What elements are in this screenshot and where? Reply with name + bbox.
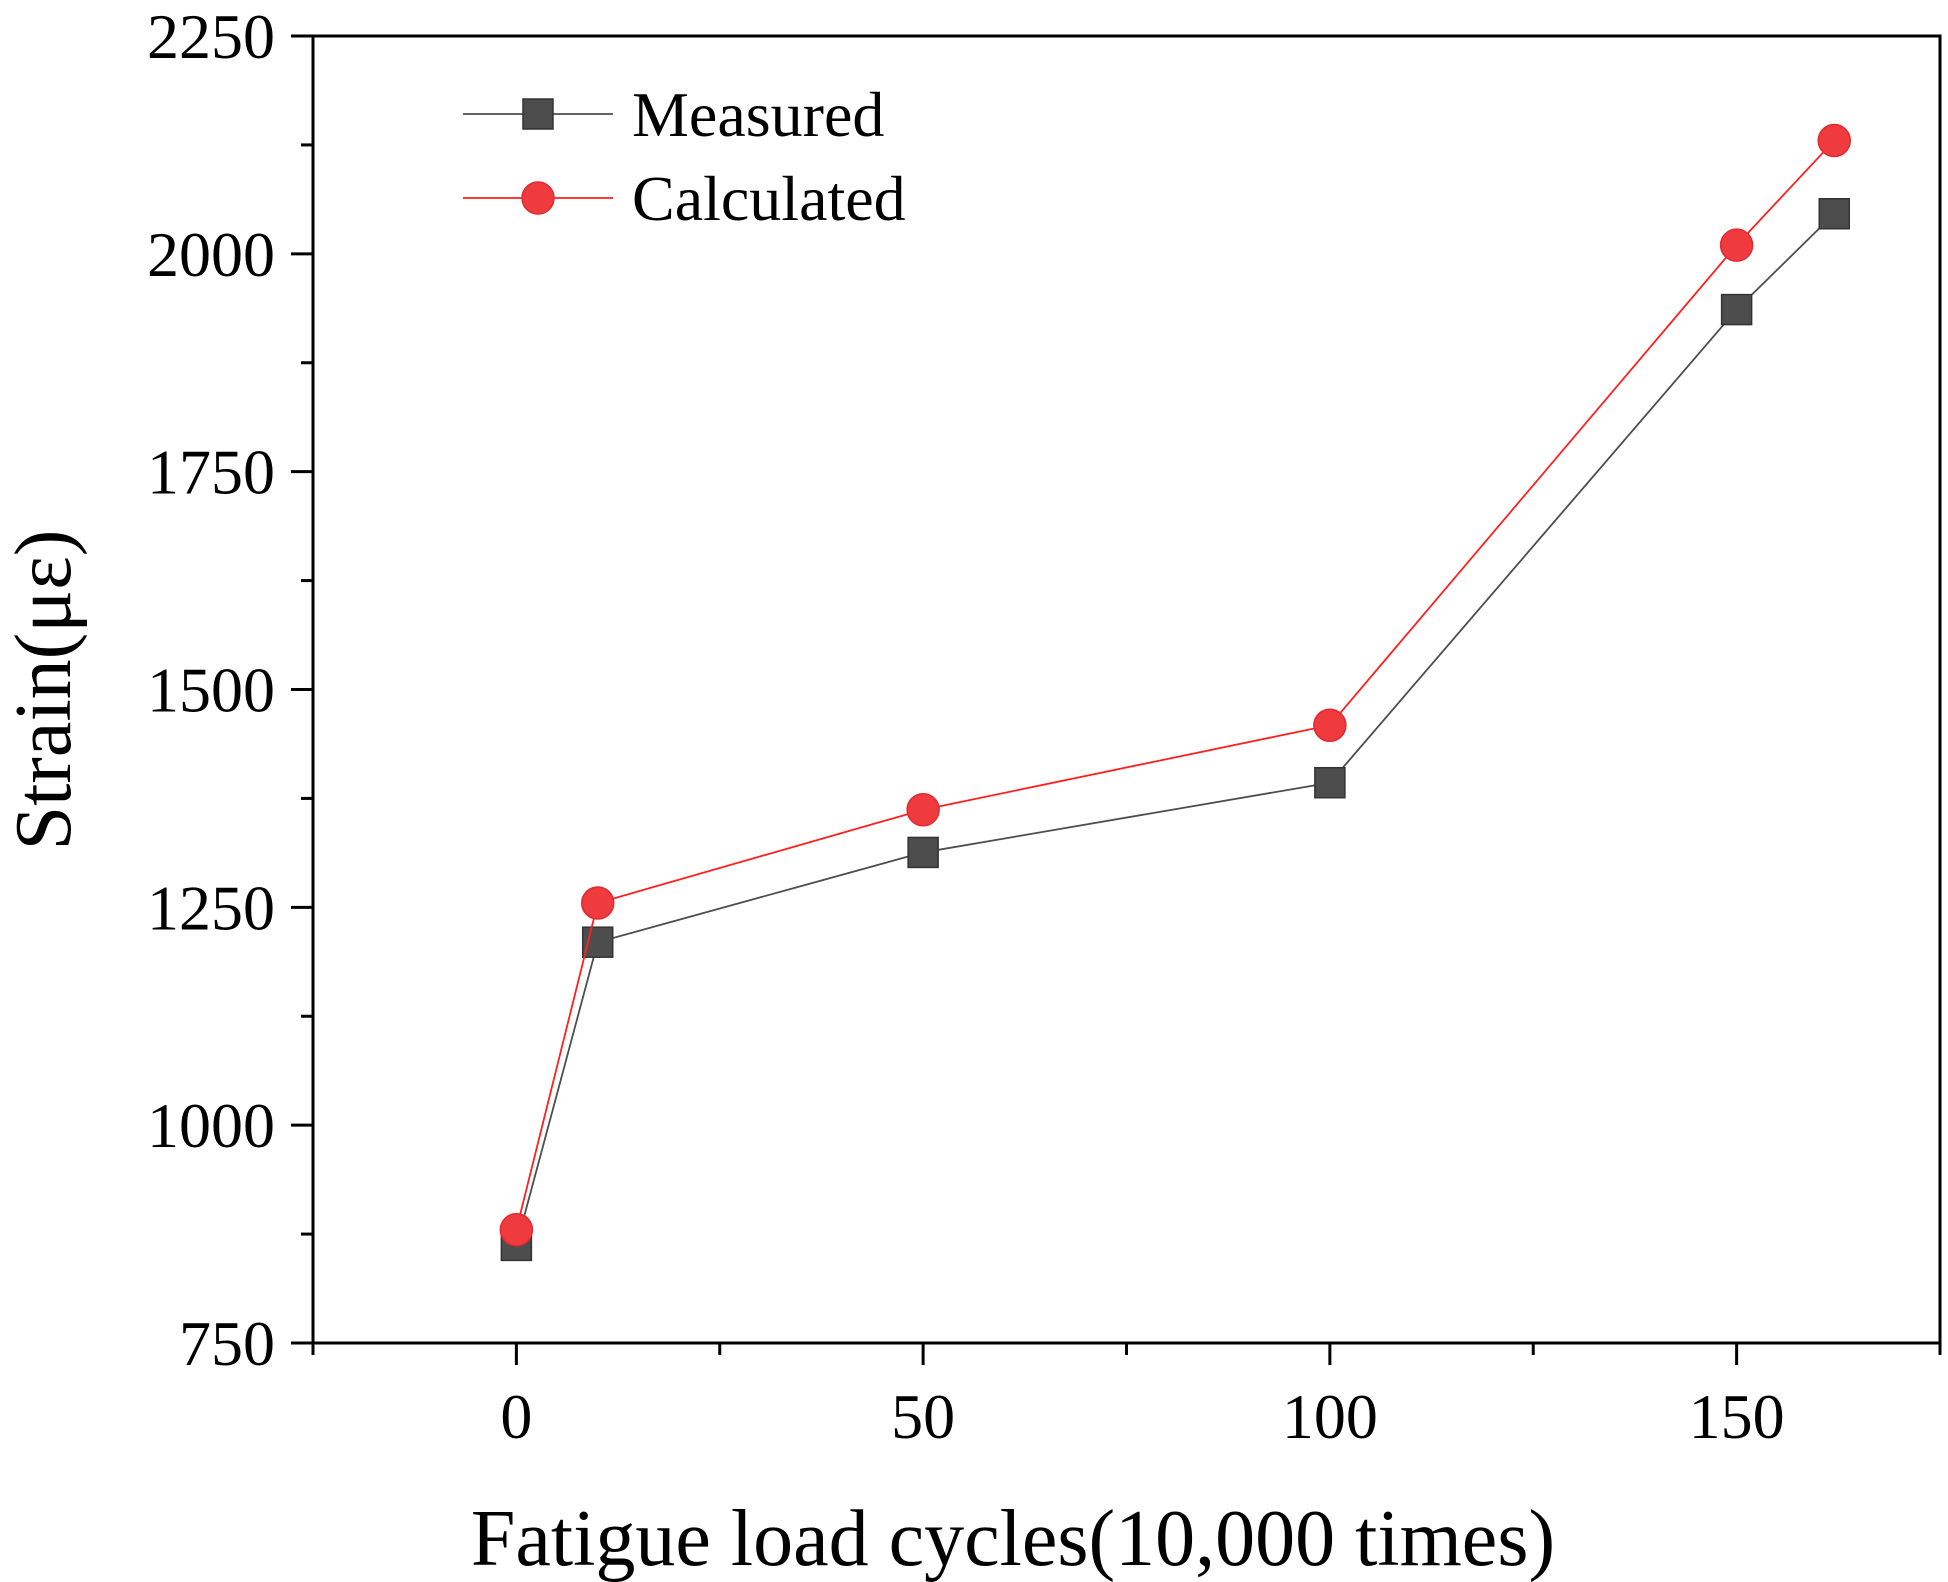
series-measured: [500, 198, 1850, 1262]
x-tick-label: 150: [1689, 1381, 1785, 1452]
y-tick-label: 750: [179, 1308, 275, 1379]
data-point-measured: [907, 836, 939, 869]
legend-item-calculated: Calculated: [463, 163, 906, 234]
series-line-measured: [515, 213, 1835, 1246]
data-point-calculated: [1719, 228, 1754, 262]
data-point-calculated: [906, 792, 940, 827]
y-tick-label: 2250: [147, 1, 275, 72]
y-axis: 750 1000 1250 1500 1750 2000 2250: [147, 1, 313, 1379]
legend-marker-calculated: [521, 181, 555, 215]
plot-border: [311, 34, 1942, 1345]
x-tick-label: 100: [1282, 1381, 1378, 1452]
x-axis: 0 50 100 150: [311, 1343, 1942, 1452]
data-point-measured: [1314, 766, 1346, 799]
x-tick-label: 0: [500, 1381, 532, 1452]
y-tick-label: 1000: [147, 1090, 275, 1161]
y-tick-label: 2000: [147, 219, 275, 290]
data-point-calculated: [1817, 123, 1851, 158]
legend-label: Calculated: [632, 163, 906, 234]
data-point-calculated: [580, 886, 615, 920]
data-point-measured: [1720, 293, 1753, 326]
plot-frame: [311, 34, 1942, 1345]
legend: Measured Calculated: [463, 79, 906, 234]
data-point-measured: [1818, 198, 1850, 230]
series-calculated: [499, 123, 1851, 1247]
y-tick-label: 1750: [147, 437, 275, 508]
x-tick-label: 50: [891, 1381, 955, 1452]
series-layer: [499, 123, 1851, 1262]
y-tick-label: 1250: [147, 872, 275, 943]
legend-item-measured: Measured: [463, 79, 884, 150]
legend-marker-measured: [522, 98, 554, 130]
x-axis-title: Fatigue load cycles(10,000 times): [471, 1495, 1555, 1582]
series-line-calculated: [515, 139, 1835, 1230]
data-point-calculated: [1313, 708, 1347, 742]
y-tick-label: 1500: [147, 655, 275, 726]
y-axis-title: Strain(με): [0, 530, 88, 851]
data-point-calculated: [499, 1212, 534, 1247]
legend-label: Measured: [632, 79, 884, 150]
